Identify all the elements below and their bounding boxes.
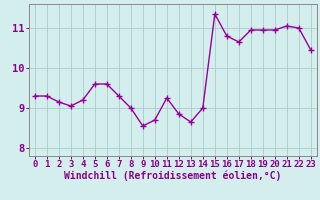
X-axis label: Windchill (Refroidissement éolien,°C): Windchill (Refroidissement éolien,°C): [64, 171, 282, 181]
